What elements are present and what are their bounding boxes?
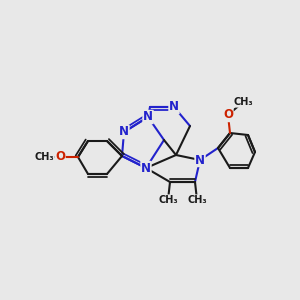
Text: O: O [223,109,233,122]
Text: O: O [55,151,65,164]
Text: N: N [195,154,205,166]
Text: CH₃: CH₃ [187,195,207,205]
Text: CH₃: CH₃ [233,97,253,107]
Text: N: N [119,125,129,139]
Text: N: N [143,110,153,124]
Text: CH₃: CH₃ [34,152,54,162]
Text: N: N [169,100,179,113]
Text: CH₃: CH₃ [158,195,178,205]
Text: N: N [141,161,151,175]
